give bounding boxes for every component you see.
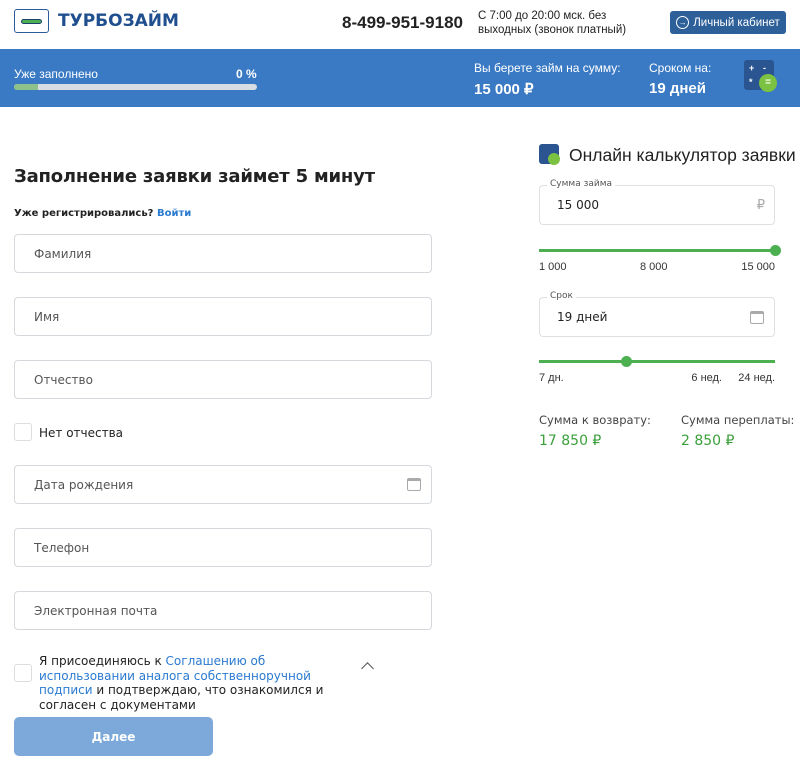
no-patronymic-checkbox[interactable]	[14, 423, 32, 441]
amount-label: Сумма займа	[547, 179, 616, 189]
surname-placeholder: Фамилия	[34, 246, 92, 261]
overpay-label: Сумма переплаты:	[681, 413, 795, 427]
amount-tick-mid: 8 000	[640, 261, 668, 273]
login-icon: →	[676, 16, 690, 29]
chevron-up-icon[interactable]	[361, 662, 374, 675]
patronymic-placeholder: Отчество	[34, 372, 93, 387]
term-value: 19 дней	[649, 80, 706, 97]
email-placeholder: Электронная почта	[34, 603, 158, 618]
sum-label: Вы берете займ на сумму:	[474, 61, 621, 75]
personal-cabinet-button[interactable]: → Личный кабинет	[670, 11, 786, 34]
calendar-icon[interactable]	[407, 478, 421, 491]
calculator-title: Онлайн калькулятор заявки	[569, 145, 796, 165]
term-tick-mid: 6 нед.	[691, 372, 722, 384]
sum-value: 15 000 ₽	[474, 81, 534, 98]
filled-percent: 0 %	[236, 67, 257, 81]
email-input[interactable]: Электронная почта	[14, 591, 432, 630]
patronymic-input[interactable]: Отчество	[14, 360, 432, 399]
agreement-text: Я присоединяюсь к Соглашению об использо…	[39, 654, 359, 712]
term-label: Сроком на:	[649, 61, 712, 75]
calculator-icon	[539, 144, 560, 165]
amount-value: 15 000	[557, 198, 599, 212]
calendar-icon[interactable]	[750, 311, 764, 324]
amount-slider-thumb[interactable]	[770, 245, 781, 256]
amount-input[interactable]: Сумма займа 15 000 ₽	[539, 179, 775, 225]
repay-value: 17 850 ₽	[539, 433, 602, 449]
registered-text: Уже регистрировались?	[14, 208, 154, 219]
phone-input[interactable]: Телефон	[14, 528, 432, 567]
progress-fill	[14, 84, 39, 90]
amount-tick-max: 15 000	[741, 261, 775, 273]
birthdate-placeholder: Дата рождения	[34, 477, 134, 492]
logo-text[interactable]: ТУРБОЗАЙМ	[58, 11, 179, 31]
agree-post: и подтверждаю, что ознакомился и согласе…	[39, 683, 324, 712]
surname-input[interactable]: Фамилия	[14, 234, 432, 273]
phone-number[interactable]: 8-499-951-9180	[342, 13, 463, 32]
progress-band: Уже заполнено 0 % Вы берете займ на сумм…	[0, 49, 800, 107]
birthdate-input[interactable]: Дата рождения	[14, 465, 432, 504]
working-hours: С 7:00 до 20:00 мск. без выходных (звоно…	[478, 10, 627, 36]
repay-label: Сумма к возврату:	[539, 413, 651, 427]
ruble-icon: ₽	[756, 198, 765, 213]
amount-tick-min: 1 000	[539, 261, 567, 273]
phone-placeholder: Телефон	[34, 540, 90, 555]
agree-pre: Я присоединяюсь к	[39, 654, 166, 668]
cabinet-label: Личный кабинет	[693, 16, 780, 29]
term-tick-max: 24 нед.	[738, 372, 775, 384]
no-patronymic-label: Нет отчества	[39, 426, 124, 440]
agreement-checkbox[interactable]	[14, 664, 32, 682]
term-field-label: Срок	[547, 291, 576, 301]
next-button[interactable]: Далее	[14, 717, 213, 756]
form-title: Заполнение заявки займет 5 минут	[14, 166, 375, 187]
registered-prompt: Уже регистрировались? Войти	[14, 208, 191, 219]
calculator-icon[interactable]: + - * =	[744, 60, 777, 92]
term-input[interactable]: Срок 19 дней	[539, 291, 775, 337]
name-placeholder: Имя	[34, 309, 60, 324]
term-slider[interactable]	[539, 356, 775, 367]
overpay-value: 2 850 ₽	[681, 433, 735, 449]
term-tick-min: 7 дн.	[539, 372, 564, 384]
term-slider-thumb[interactable]	[621, 356, 633, 367]
progress-bar	[14, 84, 257, 90]
amount-slider[interactable]	[539, 245, 781, 256]
filled-label: Уже заполнено	[14, 67, 98, 81]
term-field-value: 19 дней	[557, 310, 608, 324]
header: ТУРБОЗАЙМ 8-499-951-9180 С 7:00 до 20:00…	[0, 0, 800, 49]
agreement-link[interactable]: Соглашению об использовании аналога собс…	[39, 654, 311, 697]
name-input[interactable]: Имя	[14, 297, 432, 336]
logo-icon[interactable]	[14, 9, 49, 33]
login-link[interactable]: Войти	[156, 208, 192, 219]
